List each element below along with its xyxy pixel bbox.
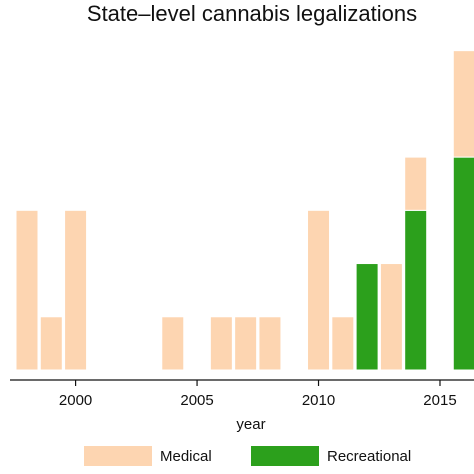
- x-tick-label-2005: 2005: [180, 392, 213, 409]
- legend-swatch-medical: [84, 446, 152, 466]
- legend: Medical Recreational: [84, 446, 411, 466]
- bar-medical-2006: [209, 316, 233, 371]
- bar-recreational-2012: [355, 263, 379, 371]
- bar-recreational-2016: [452, 156, 474, 371]
- legend-label-medical: Medical: [160, 448, 212, 465]
- bar-medical-1998: [15, 209, 39, 371]
- bar-medical-2016: [452, 50, 474, 158]
- bar-recreational-2014: [404, 209, 428, 371]
- bar-medical-2013: [379, 263, 403, 371]
- bar-medical-1999: [39, 316, 63, 371]
- x-tick-label-2010: 2010: [302, 392, 335, 409]
- bar-medical-2010: [307, 209, 331, 371]
- legend-swatch-recreational: [251, 446, 319, 466]
- bar-medical-2000: [64, 209, 88, 371]
- x-ticks: 2000 2005 2010 2015: [59, 380, 457, 409]
- x-tick-label-2015: 2015: [423, 392, 456, 409]
- bar-medical-2011: [331, 316, 355, 371]
- bar-medical-2008: [258, 316, 282, 371]
- x-axis-label: year: [236, 416, 265, 433]
- bar-medical-2004: [161, 316, 185, 371]
- bar-medical-2014: [404, 156, 428, 211]
- legend-label-recreational: Recreational: [327, 448, 411, 465]
- bars-layer: [15, 50, 474, 371]
- chart-title: State–level cannabis legalizations: [87, 1, 417, 26]
- x-tick-label-2000: 2000: [59, 392, 92, 409]
- bar-medical-2007: [234, 316, 258, 371]
